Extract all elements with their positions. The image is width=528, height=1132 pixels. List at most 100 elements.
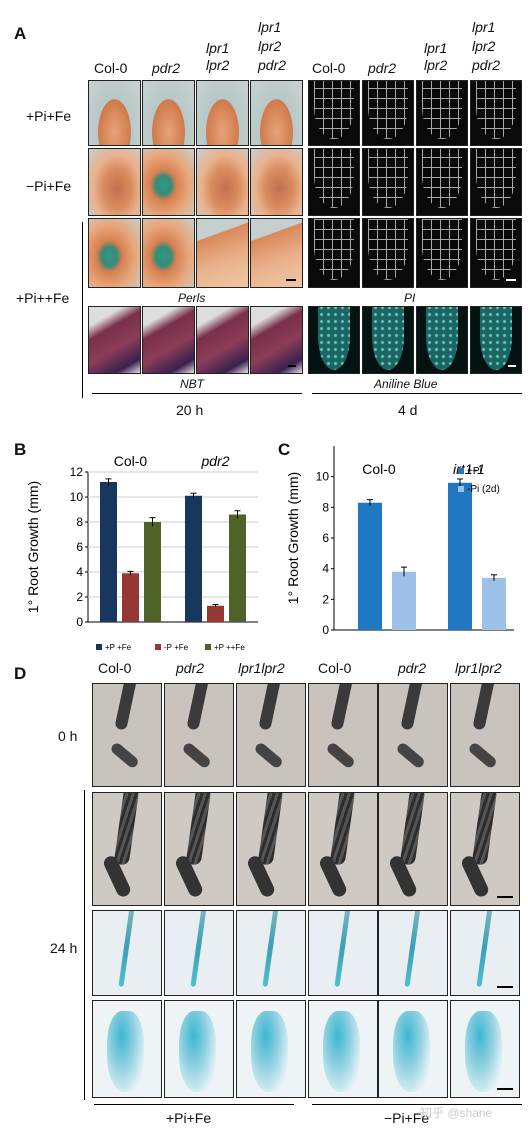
panel-a-letter: A: [14, 24, 27, 43]
micrograph-root-tip: [236, 792, 306, 906]
micrograph-perls: [142, 148, 195, 216]
micrograph-pi: [416, 218, 468, 288]
micrograph-pi: [416, 148, 468, 216]
legend-swatch: [458, 468, 464, 474]
y-axis-label: 1° Root Growth (mm): [25, 481, 41, 613]
stain-label-perls: Perls: [178, 291, 206, 305]
panel-d-letter: D: [14, 664, 27, 683]
bar: [482, 577, 506, 630]
bar: [448, 482, 472, 630]
micrograph-nbt: [250, 306, 303, 374]
col-header-pdr2-right: pdr2: [368, 60, 397, 76]
legend-label: +P ++Fe: [214, 643, 245, 652]
y-tick-label: 6: [322, 531, 329, 545]
col-header-lpr1lpr2pdr2-right: lpr1 lpr2 pdr2: [472, 19, 501, 73]
micrograph-aniline-blue: [470, 306, 522, 374]
bar: [229, 514, 246, 622]
micrograph-perls: [250, 218, 303, 288]
y-tick-label: 2: [76, 590, 83, 604]
micrograph-root-tip: [378, 910, 448, 996]
d-col-header-pdr2-2: pdr2: [398, 660, 427, 676]
micrograph-root-tip: [308, 683, 378, 787]
micrograph-root-tip: [236, 683, 306, 787]
legend-label: -Pi (2d): [467, 484, 500, 495]
micrograph-nbt: [88, 306, 141, 374]
col-header-lpr1lpr2pdr2: lpr1 lpr2 pdr2: [258, 19, 287, 73]
micrograph-root-tip: [378, 792, 448, 906]
micrograph-root-tip: [308, 792, 378, 906]
y-tick-label: 8: [76, 515, 83, 529]
micrograph-root-tip: [164, 1000, 234, 1098]
stain-label-pi: PI: [404, 291, 416, 305]
scale-bar: [497, 986, 513, 988]
micrograph-pi: [308, 218, 360, 288]
col-header-pdr2: pdr2: [152, 60, 181, 76]
micrograph-aniline-blue: [416, 306, 468, 374]
micrograph-pi: [470, 80, 522, 146]
group-label: Col-0: [362, 461, 396, 477]
legend-swatch: [155, 644, 161, 650]
d-condition-pi-fe: +Pi+Fe: [166, 1110, 212, 1126]
bar: [100, 482, 117, 622]
legend-label: +Pi: [467, 466, 482, 477]
micrograph-pi: [308, 148, 360, 216]
d-col-header-lpr1lpr2-2: lpr1lpr2: [455, 660, 502, 676]
micrograph-root-tip: [92, 910, 162, 996]
micrograph-root-tip: [164, 792, 234, 906]
row-label-pi-fe: +Pi+Fe: [26, 108, 72, 124]
micrograph-root-tip: [378, 1000, 448, 1098]
micrograph-root-tip: [92, 1000, 162, 1098]
micrograph-aniline-blue: [308, 306, 360, 374]
micrograph-root-tip: [450, 683, 520, 787]
col-header-lpr1lpr2-right: lpr1 lpr2: [424, 40, 448, 73]
micrograph-root-tip: [308, 910, 378, 996]
legend-swatch: [96, 644, 102, 650]
micrograph-root-tip: [164, 683, 234, 787]
y-tick-label: 2: [322, 592, 329, 606]
y-tick-label: 8: [322, 500, 329, 514]
micrograph-pi: [470, 148, 522, 216]
group-label: pdr2: [200, 453, 229, 469]
micrograph-perls: [88, 148, 141, 216]
micrograph-pi: [362, 148, 414, 216]
micrograph-nbt: [142, 306, 195, 374]
y-tick-label: 6: [76, 540, 83, 554]
legend-label: -P +Fe: [164, 643, 189, 652]
legend-swatch: [205, 644, 211, 650]
micrograph-perls: [196, 80, 249, 146]
col-header-col0: Col-0: [94, 60, 128, 76]
micrograph-root-tip: [164, 910, 234, 996]
micrograph-aniline-blue: [362, 306, 414, 374]
micrograph-root-tip: [450, 1000, 520, 1098]
bar: [392, 571, 416, 630]
micrograph-root-tip: [236, 910, 306, 996]
d-condition-minuspi-fe: −Pi+Fe: [384, 1110, 430, 1126]
stain-label-nbt: NBT: [180, 377, 204, 391]
micrograph-perls: [142, 80, 195, 146]
y-tick-label: 0: [76, 615, 83, 629]
stain-label-aniline-blue: Aniline Blue: [374, 377, 438, 391]
d-row-label-0h: 0 h: [58, 728, 78, 744]
bar: [122, 573, 139, 622]
row-label-pi-plusfe: +Pi++Fe: [16, 290, 70, 306]
micrograph-perls: [142, 218, 195, 288]
bar: [207, 605, 224, 622]
d-col-header-pdr2: pdr2: [176, 660, 205, 676]
micrograph-pi: [470, 218, 522, 288]
chart-panel-b: 0 2 4 6 8 10 12 1° Root Growth (mm) Col-0 pdr2 +P …: [25, 453, 258, 652]
micrograph-root-tip: [450, 792, 520, 906]
y-tick-label: 0: [322, 623, 329, 637]
y-tick-label: 12: [70, 465, 84, 479]
micrograph-pi: [416, 80, 468, 146]
d-col-header-col0: Col-0: [98, 660, 132, 676]
micrograph-perls: [88, 218, 141, 288]
y-tick-label: 4: [76, 565, 83, 579]
scale-bar: [497, 896, 513, 898]
micrograph-root-tip: [92, 683, 162, 787]
y-tick-label: 10: [70, 490, 84, 504]
y-tick-label: 4: [322, 562, 329, 576]
legend-label: +P +Fe: [105, 643, 132, 652]
bar: [358, 502, 382, 630]
row-label-minuspi-fe: −Pi+Fe: [26, 178, 72, 194]
